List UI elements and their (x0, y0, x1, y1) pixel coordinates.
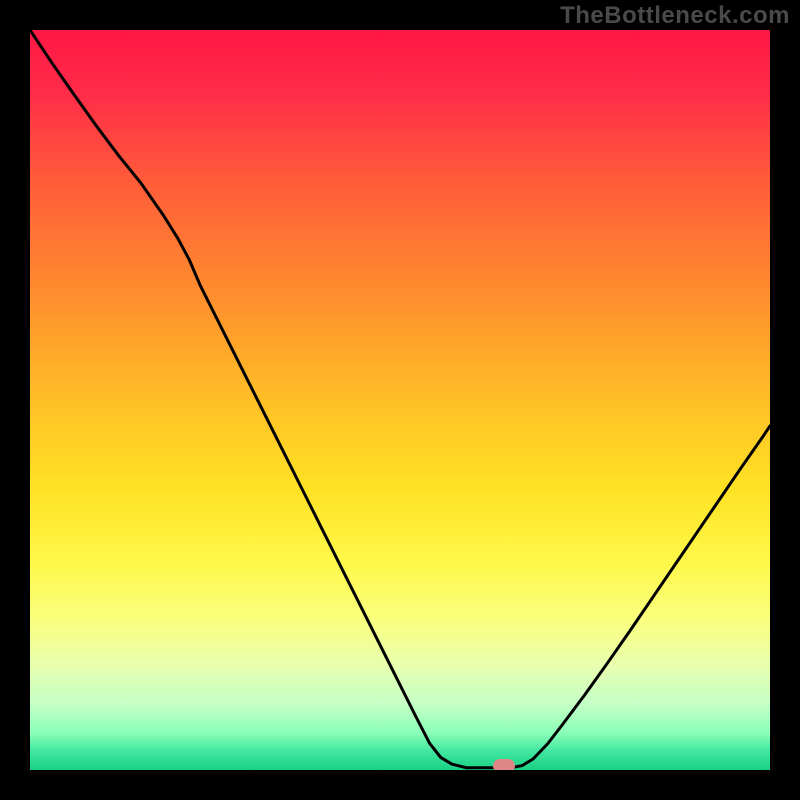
stage: TheBottleneck.com (0, 0, 800, 800)
curve-svg (30, 30, 770, 770)
watermark-text: TheBottleneck.com (560, 2, 790, 30)
bottleneck-curve (30, 30, 770, 768)
plot-area (30, 30, 770, 770)
optimum-marker (493, 759, 515, 770)
